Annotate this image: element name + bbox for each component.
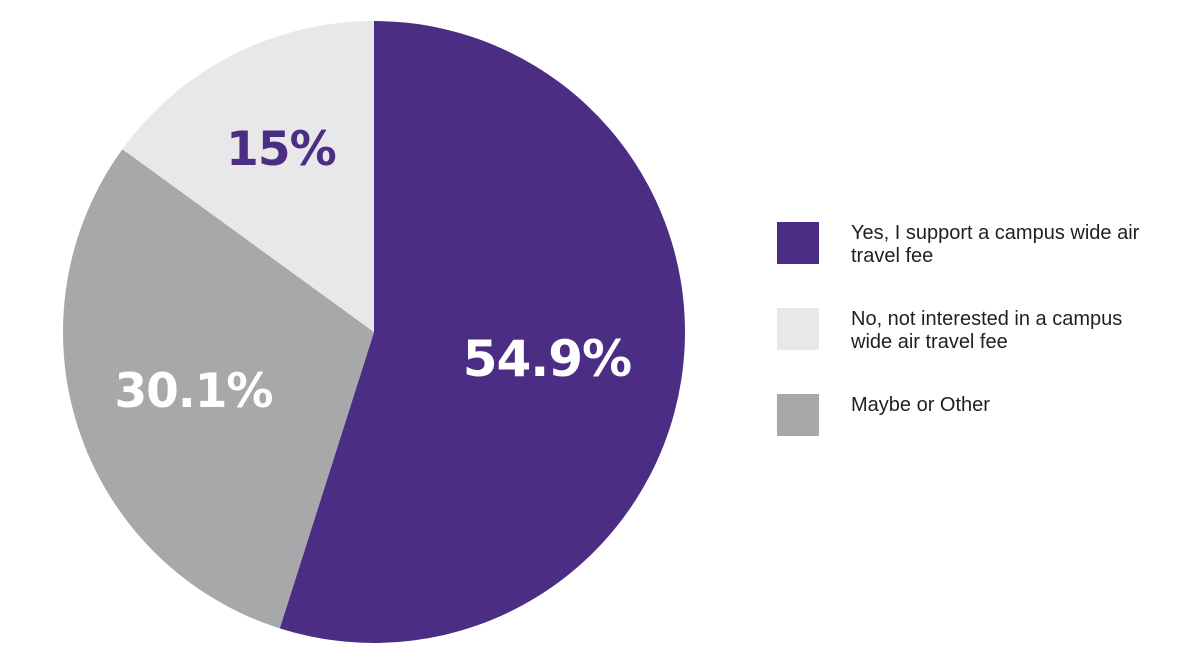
pie-slice-label-2: 30.1% [114, 364, 272, 419]
legend-swatch-no [777, 308, 819, 350]
legend-swatch-maybe [777, 394, 819, 436]
legend-swatch-yes [777, 222, 819, 264]
legend-item-no: No, not interested in a campus wide air … [777, 308, 1187, 353]
legend-label-yes: Yes, I support a campus wide air travel … [851, 222, 1140, 267]
legend-item-yes: Yes, I support a campus wide air travel … [777, 222, 1187, 267]
legend: Yes, I support a campus wide air travel … [777, 222, 1187, 480]
legend-label-no: No, not interested in a campus wide air … [851, 308, 1123, 353]
pie-slice-1 [279, 21, 685, 643]
legend-item-maybe: Maybe or Other [777, 394, 1187, 438]
legend-label-maybe: Maybe or Other [851, 394, 990, 416]
pie-slice-label-1: 54.9% [463, 330, 631, 388]
pie-slice-3 [122, 21, 374, 332]
pie-slice-2 [63, 149, 374, 629]
pie-slice-label-3: 15% [226, 122, 336, 177]
pie-chart: 54.9% 30.1% 15% [63, 21, 685, 643]
